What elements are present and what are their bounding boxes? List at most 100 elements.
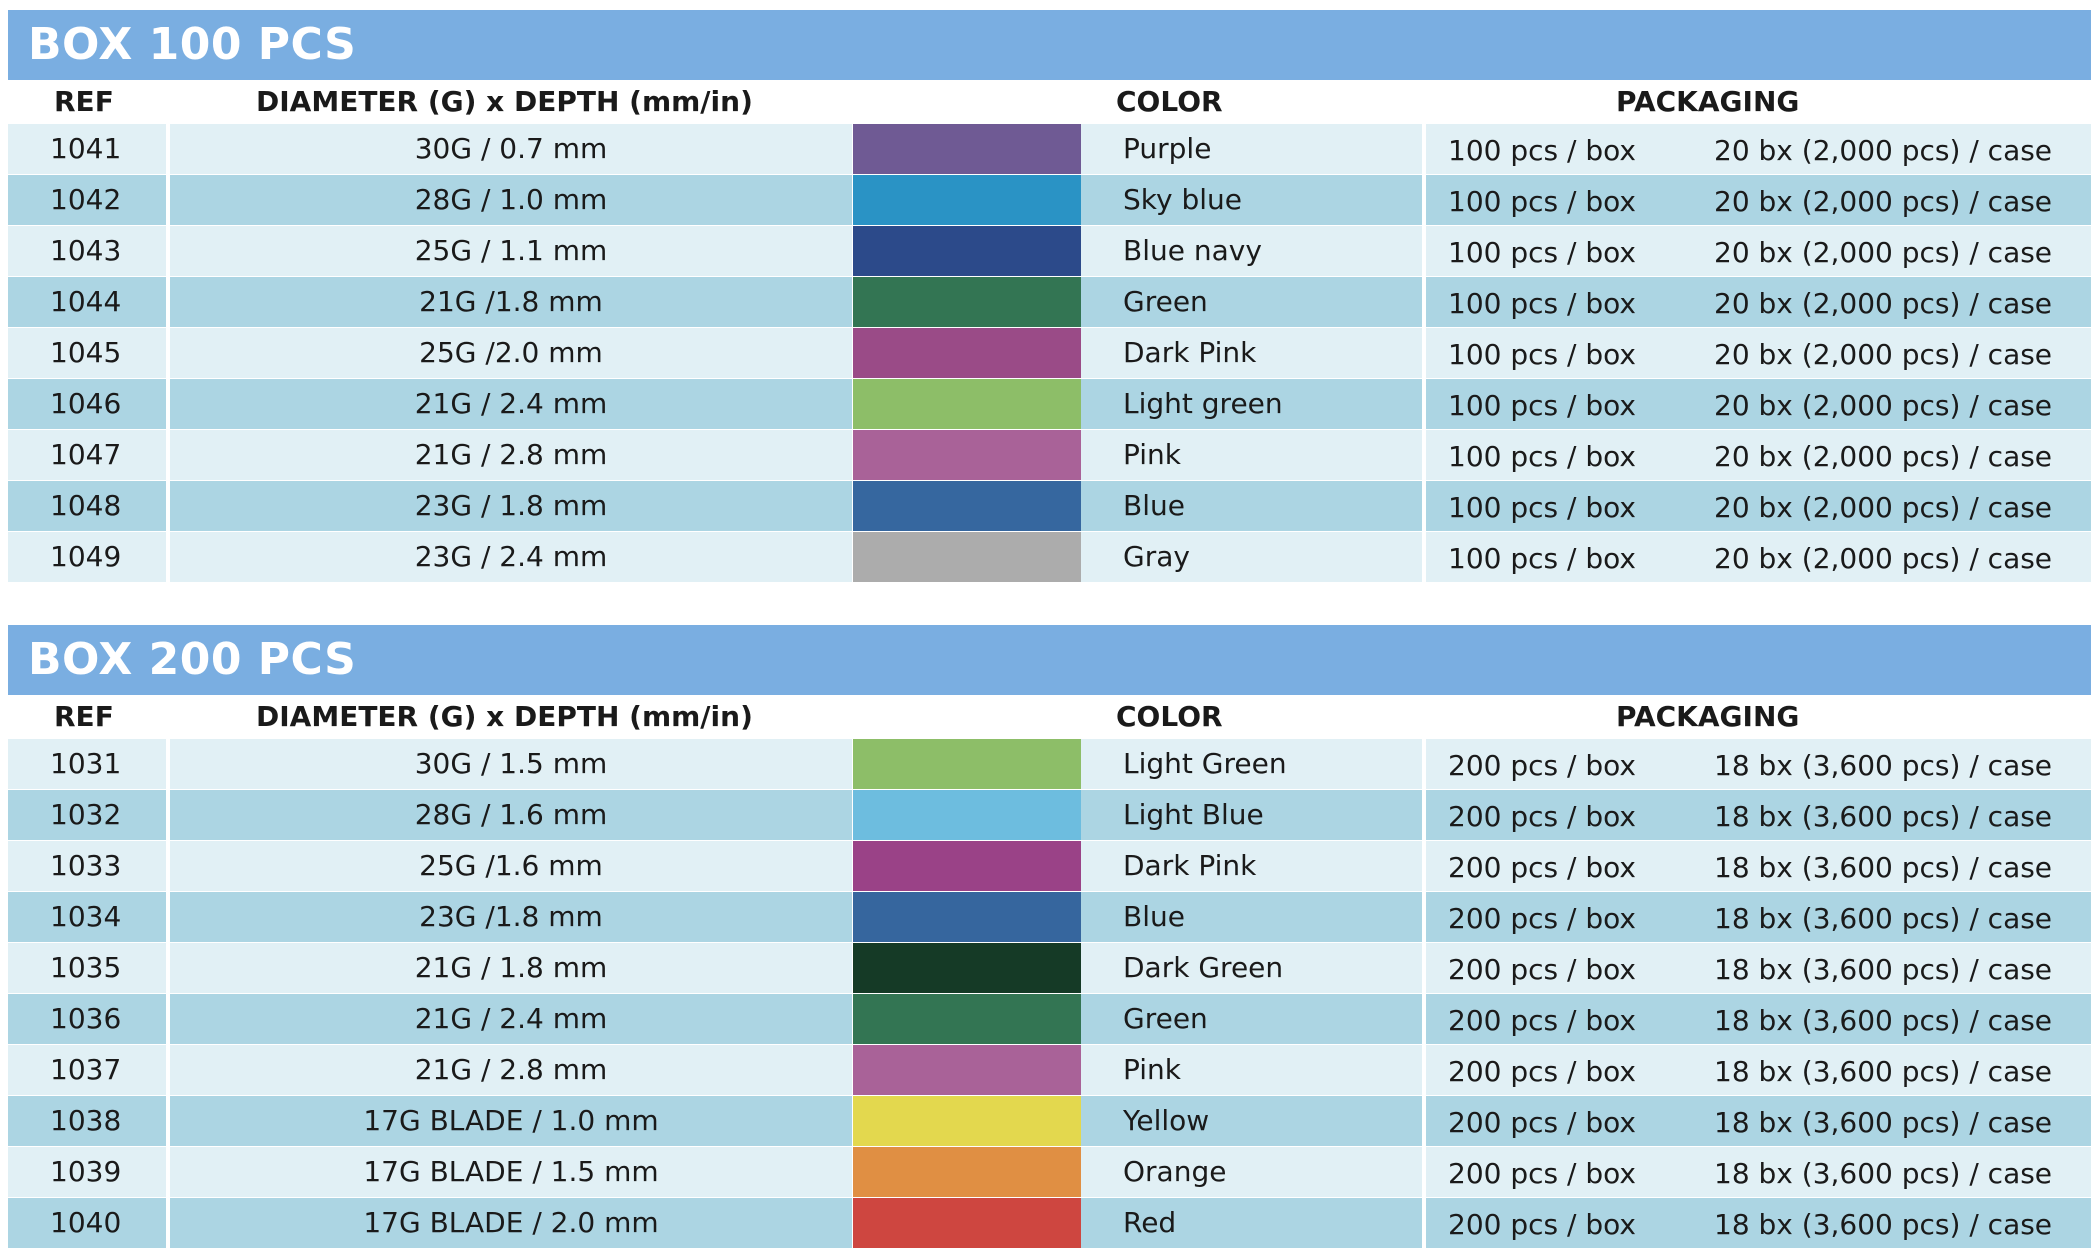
table-row: 1040 17G BLADE / 2.0 mm Red 200 pcs / box 18…: [8, 1198, 2091, 1248]
table-row: 1037 21G / 2.8 mm Pink 200 pcs / box 18 bx (…: [8, 1045, 2091, 1095]
ref-cell: 1032: [8, 790, 166, 840]
pack-box-text: 200 pcs / box: [1448, 1106, 1636, 1139]
ref-cell: 1041: [8, 124, 166, 174]
color-swatch: [853, 1147, 1081, 1197]
diameter-cell: 23G / 2.4 mm: [170, 532, 852, 582]
packaging-cell: 100 pcs / box 20 bx (2,000 pcs) / case: [1426, 226, 2091, 276]
ref-cell: 1042: [8, 175, 166, 225]
section-box-100: BOX 100 PCS REF DIAMETER (G) x DEPTH (mm…: [8, 10, 2091, 583]
packaging-cell: 200 pcs / box 18 bx (3,600 pcs) / case: [1426, 841, 2091, 891]
diameter-cell: 17G BLADE / 1.0 mm: [170, 1096, 852, 1146]
packaging-cell: 200 pcs / box 18 bx (3,600 pcs) / case: [1426, 892, 2091, 942]
color-swatch: [853, 277, 1081, 327]
color-name-cell: Light Green: [1081, 739, 1422, 789]
packaging-cell: 100 pcs / box 20 bx (2,000 pcs) / case: [1426, 277, 2091, 327]
pack-case-text: 18 bx (3,600 pcs) / case: [1714, 1004, 2053, 1037]
color-swatch: [853, 328, 1081, 378]
packaging-cell: 100 pcs / box 20 bx (2,000 pcs) / case: [1426, 124, 2091, 174]
diameter-cell: 21G / 1.8 mm: [170, 943, 852, 993]
ref-cell: 1045: [8, 328, 166, 378]
table-body: 1041 30G / 0.7 mm Purple 100 pcs / box 20 bx…: [8, 124, 2091, 582]
ref-cell: 1033: [8, 841, 166, 891]
packaging-cell: 200 pcs / box 18 bx (3,600 pcs) / case: [1426, 790, 2091, 840]
ref-cell: 1038: [8, 1096, 166, 1146]
header-color: COLOR: [1116, 700, 1223, 733]
section-box-200: BOX 200 PCS REF DIAMETER (G) x DEPTH (mm…: [8, 625, 2091, 1249]
section-title: BOX 100 PCS: [8, 10, 2091, 80]
color-swatch: [853, 532, 1081, 582]
table-row: 1041 30G / 0.7 mm Purple 100 pcs / box 20 bx…: [8, 124, 2091, 174]
pack-case-text: 20 bx (2,000 pcs) / case: [1714, 185, 2053, 218]
table-row: 1032 28G / 1.6 mm Light Blue 200 pcs / box 1…: [8, 790, 2091, 840]
header-diameter: DIAMETER (G) x DEPTH (mm/in): [256, 85, 753, 118]
ref-cell: 1044: [8, 277, 166, 327]
pack-box-text: 200 pcs / box: [1448, 902, 1636, 935]
pack-case-text: 20 bx (2,000 pcs) / case: [1714, 440, 2053, 473]
table-row: 1048 23G / 1.8 mm Blue 100 pcs / box 20 bx (…: [8, 481, 2091, 531]
ref-cell: 1031: [8, 739, 166, 789]
table-row: 1039 17G BLADE / 1.5 mm Orange 200 pcs / bo…: [8, 1147, 2091, 1197]
color-swatch: [853, 739, 1081, 789]
pack-box-text: 200 pcs / box: [1448, 851, 1636, 884]
diameter-cell: 28G / 1.6 mm: [170, 790, 852, 840]
color-swatch: [853, 790, 1081, 840]
color-swatch: [853, 124, 1081, 174]
diameter-cell: 23G /1.8 mm: [170, 892, 852, 942]
packaging-cell: 100 pcs / box 20 bx (2,000 pcs) / case: [1426, 328, 2091, 378]
ref-cell: 1034: [8, 892, 166, 942]
diameter-cell: 21G /1.8 mm: [170, 277, 852, 327]
pack-case-text: 20 bx (2,000 pcs) / case: [1714, 134, 2053, 167]
color-swatch: [853, 1096, 1081, 1146]
color-name-cell: Blue: [1081, 481, 1422, 531]
color-name-cell: Green: [1081, 994, 1422, 1044]
ref-cell: 1037: [8, 1045, 166, 1095]
diameter-cell: 28G / 1.0 mm: [170, 175, 852, 225]
color-swatch: [853, 481, 1081, 531]
table-row: 1036 21G / 2.4 mm Green 200 pcs / box 18 bx …: [8, 994, 2091, 1044]
table-row: 1044 21G /1.8 mm Green 100 pcs / box 20 bx (…: [8, 277, 2091, 327]
pack-case-text: 18 bx (3,600 pcs) / case: [1714, 1106, 2053, 1139]
table-row: 1045 25G /2.0 mm Dark Pink 100 pcs / box 20 …: [8, 328, 2091, 378]
diameter-cell: 25G /1.6 mm: [170, 841, 852, 891]
color-name-cell: Dark Pink: [1081, 841, 1422, 891]
color-name-cell: Light green: [1081, 379, 1422, 429]
color-name-cell: Dark Pink: [1081, 328, 1422, 378]
color-swatch: [853, 1198, 1081, 1248]
diameter-cell: 21G / 2.8 mm: [170, 1045, 852, 1095]
color-name-cell: Pink: [1081, 1045, 1422, 1095]
color-name-cell: Light Blue: [1081, 790, 1422, 840]
ref-cell: 1043: [8, 226, 166, 276]
diameter-cell: 25G /2.0 mm: [170, 328, 852, 378]
pack-case-text: 20 bx (2,000 pcs) / case: [1714, 542, 2053, 575]
pack-box-text: 100 pcs / box: [1448, 338, 1636, 371]
color-name-cell: Pink: [1081, 430, 1422, 480]
diameter-cell: 23G / 1.8 mm: [170, 481, 852, 531]
color-swatch: [853, 943, 1081, 993]
table-row: 1031 30G / 1.5 mm Light Green 200 pcs / box…: [8, 739, 2091, 789]
pack-case-text: 18 bx (3,600 pcs) / case: [1714, 800, 2053, 833]
table-row: 1038 17G BLADE / 1.0 mm Yellow 200 pcs / bo…: [8, 1096, 2091, 1146]
pack-box-text: 200 pcs / box: [1448, 953, 1636, 986]
pack-box-text: 100 pcs / box: [1448, 440, 1636, 473]
header-diameter: DIAMETER (G) x DEPTH (mm/in): [256, 700, 753, 733]
ref-cell: 1035: [8, 943, 166, 993]
color-name-cell: Purple: [1081, 124, 1422, 174]
diameter-cell: 30G / 0.7 mm: [170, 124, 852, 174]
color-name-cell: Orange: [1081, 1147, 1422, 1197]
packaging-cell: 100 pcs / box 20 bx (2,000 pcs) / case: [1426, 175, 2091, 225]
pack-case-text: 18 bx (3,600 pcs) / case: [1714, 902, 2053, 935]
color-name-cell: Blue: [1081, 892, 1422, 942]
packaging-cell: 200 pcs / box 18 bx (3,600 pcs) / case: [1426, 739, 2091, 789]
pack-case-text: 20 bx (2,000 pcs) / case: [1714, 389, 2053, 422]
diameter-cell: 21G / 2.4 mm: [170, 994, 852, 1044]
packaging-cell: 100 pcs / box 20 bx (2,000 pcs) / case: [1426, 481, 2091, 531]
ref-cell: 1046: [8, 379, 166, 429]
pack-box-text: 200 pcs / box: [1448, 800, 1636, 833]
pack-box-text: 100 pcs / box: [1448, 287, 1636, 320]
ref-cell: 1040: [8, 1198, 166, 1248]
pack-box-text: 200 pcs / box: [1448, 749, 1636, 782]
table-row: 1049 23G / 2.4 mm Gray 100 pcs / box 20 bx (…: [8, 532, 2091, 582]
table-row: 1046 21G / 2.4 mm Light green 100 pcs / box…: [8, 379, 2091, 429]
pack-case-text: 18 bx (3,600 pcs) / case: [1714, 953, 2053, 986]
diameter-cell: 30G / 1.5 mm: [170, 739, 852, 789]
